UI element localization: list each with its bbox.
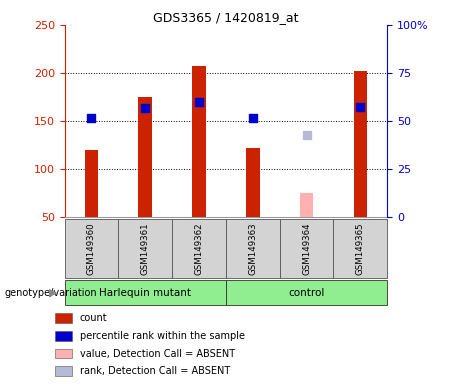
- Bar: [85, 150, 98, 217]
- Point: [357, 104, 364, 110]
- Title: GDS3365 / 1420819_at: GDS3365 / 1420819_at: [153, 11, 299, 24]
- Text: GSM149362: GSM149362: [195, 222, 203, 275]
- Text: ▶: ▶: [49, 288, 57, 298]
- Bar: [192, 66, 206, 217]
- Text: control: control: [289, 288, 325, 298]
- Bar: [280, 219, 333, 278]
- Text: count: count: [80, 313, 107, 323]
- Point: [88, 115, 95, 121]
- Bar: [172, 219, 226, 278]
- Bar: [300, 193, 313, 217]
- Bar: [226, 280, 387, 305]
- Bar: [55, 349, 71, 358]
- Text: GSM149363: GSM149363: [248, 222, 257, 275]
- Bar: [118, 219, 172, 278]
- Text: GSM149361: GSM149361: [141, 222, 150, 275]
- Bar: [55, 366, 71, 376]
- Bar: [138, 97, 152, 217]
- Text: rank, Detection Call = ABSENT: rank, Detection Call = ABSENT: [80, 366, 230, 376]
- Bar: [354, 71, 367, 217]
- Text: Harlequin mutant: Harlequin mutant: [99, 288, 191, 298]
- Bar: [226, 219, 280, 278]
- Bar: [333, 219, 387, 278]
- Text: genotype/variation: genotype/variation: [5, 288, 97, 298]
- Point: [142, 106, 149, 112]
- Bar: [65, 219, 118, 278]
- Text: GSM149364: GSM149364: [302, 222, 311, 275]
- Bar: [55, 313, 71, 323]
- Text: percentile rank within the sample: percentile rank within the sample: [80, 331, 245, 341]
- Bar: [65, 280, 226, 305]
- Text: GSM149365: GSM149365: [356, 222, 365, 275]
- Point: [249, 115, 256, 121]
- Bar: [246, 148, 260, 217]
- Text: value, Detection Call = ABSENT: value, Detection Call = ABSENT: [80, 349, 235, 359]
- Bar: [55, 331, 71, 341]
- Text: GSM149360: GSM149360: [87, 222, 96, 275]
- Point: [195, 99, 203, 105]
- Point: [303, 132, 310, 139]
